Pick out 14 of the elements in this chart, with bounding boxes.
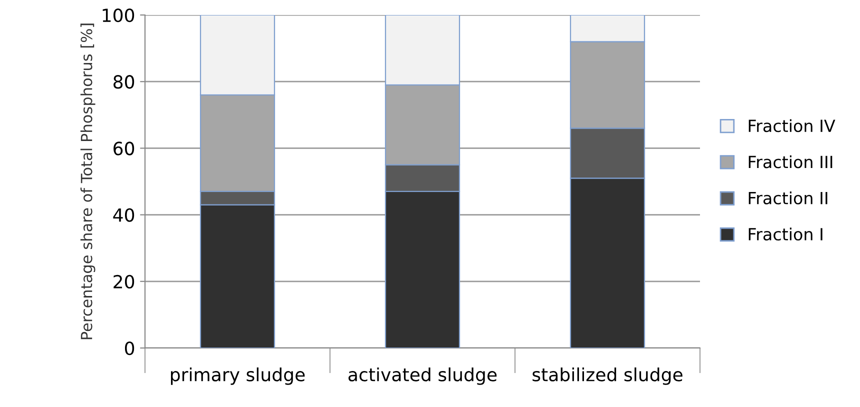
y-tick-label: 20 (114, 274, 134, 289)
y-tick-label: 0 (124, 341, 134, 356)
y-tick-label: 40 (113, 208, 134, 222)
x-tick-label: primary sludge (170, 367, 305, 385)
x-tick-label: stabilized sludge (532, 367, 682, 385)
legend-label: Fraction I (748, 228, 822, 241)
y-axis-title: Percentage share of Total Phosphorus [%] (80, 24, 96, 340)
legend-label: Fraction IV (748, 119, 836, 132)
x-tick-label: activated sludge (348, 367, 497, 385)
y-tick-label: 80 (114, 75, 134, 89)
y-tick-label: 60 (114, 142, 134, 156)
legend-label: Fraction II (748, 192, 828, 204)
y-tick-label: 100 (102, 8, 134, 22)
legend-label: Fraction III (748, 155, 832, 168)
